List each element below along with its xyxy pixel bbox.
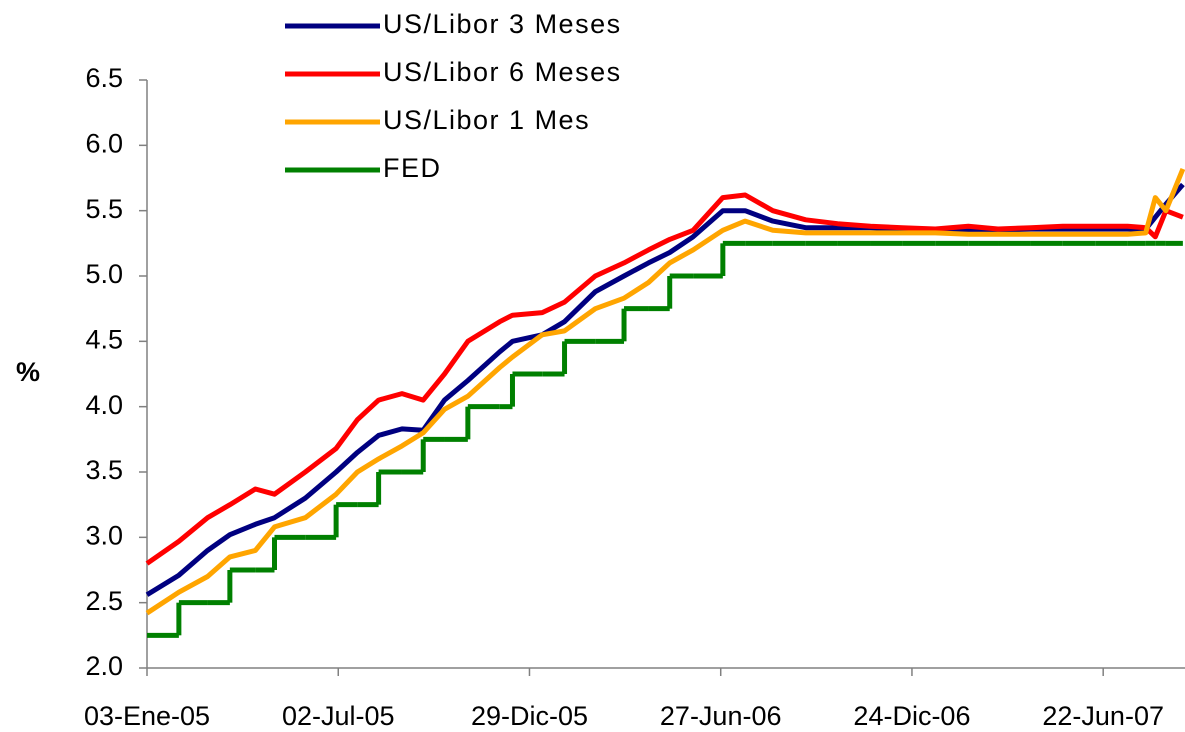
x-tick-label: 24-Dic-06	[853, 701, 970, 731]
y-tick-label: 6.0	[85, 128, 123, 158]
x-tick-label: 29-Dic-05	[471, 701, 588, 731]
y-tick-label: 3.5	[85, 455, 123, 485]
series-line	[145, 167, 1185, 616]
y-tick-label: 6.5	[85, 63, 123, 93]
series-line	[145, 182, 1185, 597]
y-tick-label: 5.0	[85, 259, 123, 289]
x-tick-label: 22-Jun-07	[1042, 701, 1164, 731]
y-tick-label: 4.5	[85, 324, 123, 354]
y-tick-label: 5.5	[85, 194, 123, 224]
y-axis-label: %	[16, 357, 40, 387]
x-tick-label: 03-Ene-05	[84, 701, 210, 731]
series-line	[145, 192, 1184, 566]
y-tick-label: 2.0	[85, 651, 123, 681]
legend-label: US/Libor 1 Mes	[383, 105, 590, 135]
x-tick-label: 02-Jul-05	[282, 701, 395, 731]
y-tick-label: 4.0	[85, 390, 123, 420]
legend-label: FED	[383, 153, 442, 183]
y-tick-label: 3.0	[85, 520, 123, 550]
legend-label: US/Libor 3 Meses	[383, 9, 622, 39]
y-tick-label: 2.5	[85, 586, 123, 616]
x-tick-label: 27-Jun-06	[660, 701, 782, 731]
legend-label: US/Libor 6 Meses	[383, 57, 622, 87]
